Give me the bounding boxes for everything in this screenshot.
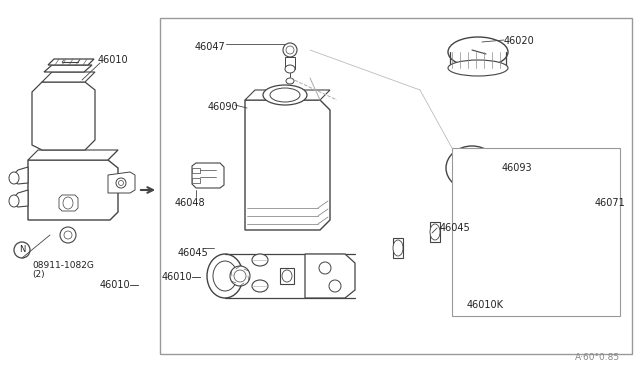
Text: 46045: 46045: [178, 248, 209, 258]
Ellipse shape: [579, 196, 597, 220]
Circle shape: [329, 280, 341, 292]
Polygon shape: [28, 150, 118, 160]
Ellipse shape: [574, 190, 602, 226]
Text: 46048: 46048: [175, 198, 205, 208]
Text: 46093: 46093: [502, 163, 532, 173]
Polygon shape: [108, 172, 135, 193]
Ellipse shape: [9, 172, 19, 184]
Text: 46090: 46090: [208, 102, 239, 112]
Ellipse shape: [9, 195, 19, 207]
Text: 08911-1082G: 08911-1082G: [32, 261, 94, 270]
Text: 46010K: 46010K: [467, 300, 504, 310]
Ellipse shape: [213, 261, 237, 291]
Circle shape: [64, 231, 72, 239]
Polygon shape: [32, 82, 95, 150]
Circle shape: [286, 46, 294, 54]
Ellipse shape: [393, 240, 403, 256]
Polygon shape: [48, 59, 94, 65]
Circle shape: [477, 195, 483, 201]
Ellipse shape: [430, 224, 440, 240]
Ellipse shape: [207, 254, 243, 298]
Circle shape: [60, 227, 76, 243]
Ellipse shape: [252, 280, 268, 292]
Bar: [285, 57, 295, 69]
Circle shape: [14, 242, 30, 258]
Text: A·60°0.85: A·60°0.85: [575, 353, 620, 362]
Ellipse shape: [285, 65, 295, 73]
Ellipse shape: [270, 88, 300, 102]
Text: N: N: [19, 246, 25, 254]
Text: 46071: 46071: [595, 198, 626, 208]
Circle shape: [469, 204, 475, 210]
Polygon shape: [14, 167, 28, 184]
Bar: [192, 168, 200, 173]
Text: 46047: 46047: [195, 42, 226, 52]
Ellipse shape: [454, 154, 490, 182]
Polygon shape: [192, 163, 224, 188]
Ellipse shape: [448, 60, 508, 76]
Circle shape: [466, 201, 478, 213]
Bar: [452, 148, 620, 316]
Circle shape: [319, 262, 331, 274]
Circle shape: [474, 192, 486, 204]
Circle shape: [283, 43, 297, 57]
Text: 46010—: 46010—: [100, 280, 140, 290]
Polygon shape: [305, 254, 355, 298]
Circle shape: [230, 266, 250, 286]
Circle shape: [116, 178, 126, 188]
Ellipse shape: [446, 146, 498, 190]
Text: 46010: 46010: [98, 55, 129, 65]
Text: (2): (2): [32, 270, 45, 279]
Bar: [280, 268, 294, 284]
Ellipse shape: [263, 85, 307, 105]
Ellipse shape: [63, 197, 73, 209]
Polygon shape: [59, 195, 78, 211]
Text: 46010—: 46010—: [162, 272, 202, 282]
Bar: [393, 238, 403, 258]
Ellipse shape: [286, 78, 294, 84]
Bar: [192, 178, 200, 183]
Polygon shape: [245, 90, 330, 100]
Polygon shape: [245, 100, 330, 230]
Bar: [430, 222, 440, 242]
Bar: [160, 18, 632, 354]
Text: 46020: 46020: [504, 36, 535, 46]
Circle shape: [118, 180, 124, 186]
Ellipse shape: [282, 270, 292, 282]
Polygon shape: [42, 72, 95, 82]
Polygon shape: [14, 190, 28, 207]
Ellipse shape: [252, 254, 268, 266]
Polygon shape: [28, 160, 118, 220]
Circle shape: [234, 270, 246, 282]
Ellipse shape: [448, 37, 508, 67]
Text: 46045: 46045: [440, 223, 471, 233]
Polygon shape: [44, 65, 92, 72]
